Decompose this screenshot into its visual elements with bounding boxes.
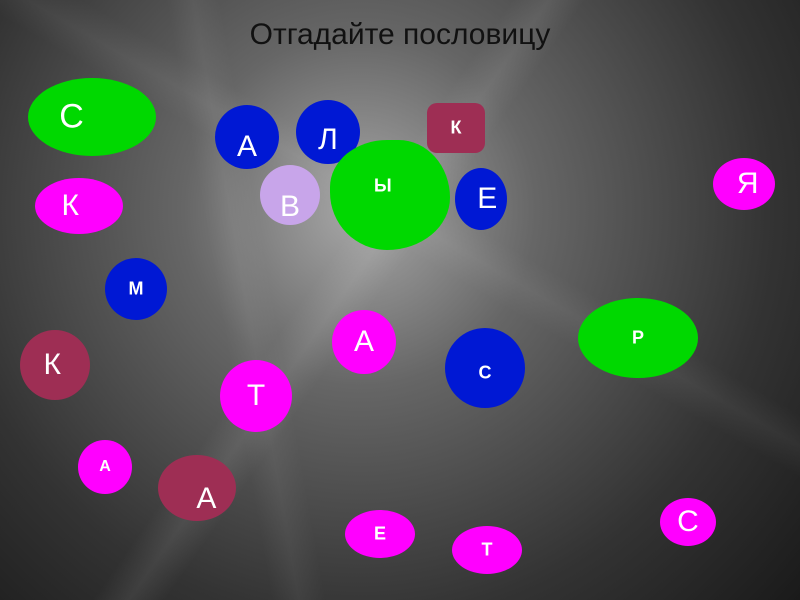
letter-bubble-b20: С: [660, 498, 716, 546]
stage: Отгадайте пословицу С А Л К К В Ы Е Я М К А С Р Т А А Е Т С: [0, 0, 800, 600]
letter-label: Ы: [374, 176, 392, 197]
letter-bubble-b9: Я: [713, 158, 775, 210]
letter-bubble-b13: С: [445, 328, 525, 408]
letter-label: Т: [247, 379, 265, 413]
letter-bubble-b1: С: [28, 78, 156, 156]
letter-label: С: [479, 362, 492, 383]
letter-label: Е: [374, 524, 386, 545]
letter-label: А: [196, 482, 216, 516]
letter-label: Л: [318, 123, 338, 157]
letter-bubble-b18: Е: [345, 510, 415, 558]
letter-bubble-b15: Т: [220, 360, 292, 432]
letter-label: К: [61, 189, 78, 223]
letter-bubble-b6: В: [260, 165, 320, 225]
letter-label: К: [43, 348, 60, 382]
letter-label: Е: [477, 182, 497, 216]
letter-label: В: [280, 190, 300, 224]
letter-bubble-b16: А: [78, 440, 132, 494]
letter-label: Т: [482, 540, 493, 561]
letter-label: К: [451, 118, 462, 139]
letter-label: С: [59, 98, 84, 137]
letter-label: А: [354, 325, 374, 359]
letter-bubble-b11: К: [20, 330, 90, 400]
letter-label: Я: [737, 167, 759, 201]
letter-label: Р: [632, 328, 644, 349]
letter-bubble-b19: Т: [452, 526, 522, 574]
letter-bubble-b14: Р: [578, 298, 698, 378]
page-title: Отгадайте пословицу: [0, 18, 800, 52]
letter-bubble-b17: А: [158, 455, 236, 521]
letter-label: А: [237, 130, 257, 164]
letter-bubble-b12: А: [332, 310, 396, 374]
letter-label: М: [129, 279, 144, 300]
letter-label: С: [677, 505, 699, 539]
letter-bubble-b5: К: [35, 178, 123, 234]
letter-bubble-b2: А: [215, 105, 279, 169]
letter-bubble-b8: Е: [455, 168, 507, 230]
letter-bubble-b4: К: [427, 103, 485, 153]
letter-bubble-b10: М: [105, 258, 167, 320]
letter-bubble-b7: Ы: [330, 140, 450, 250]
letter-label: А: [99, 458, 111, 476]
